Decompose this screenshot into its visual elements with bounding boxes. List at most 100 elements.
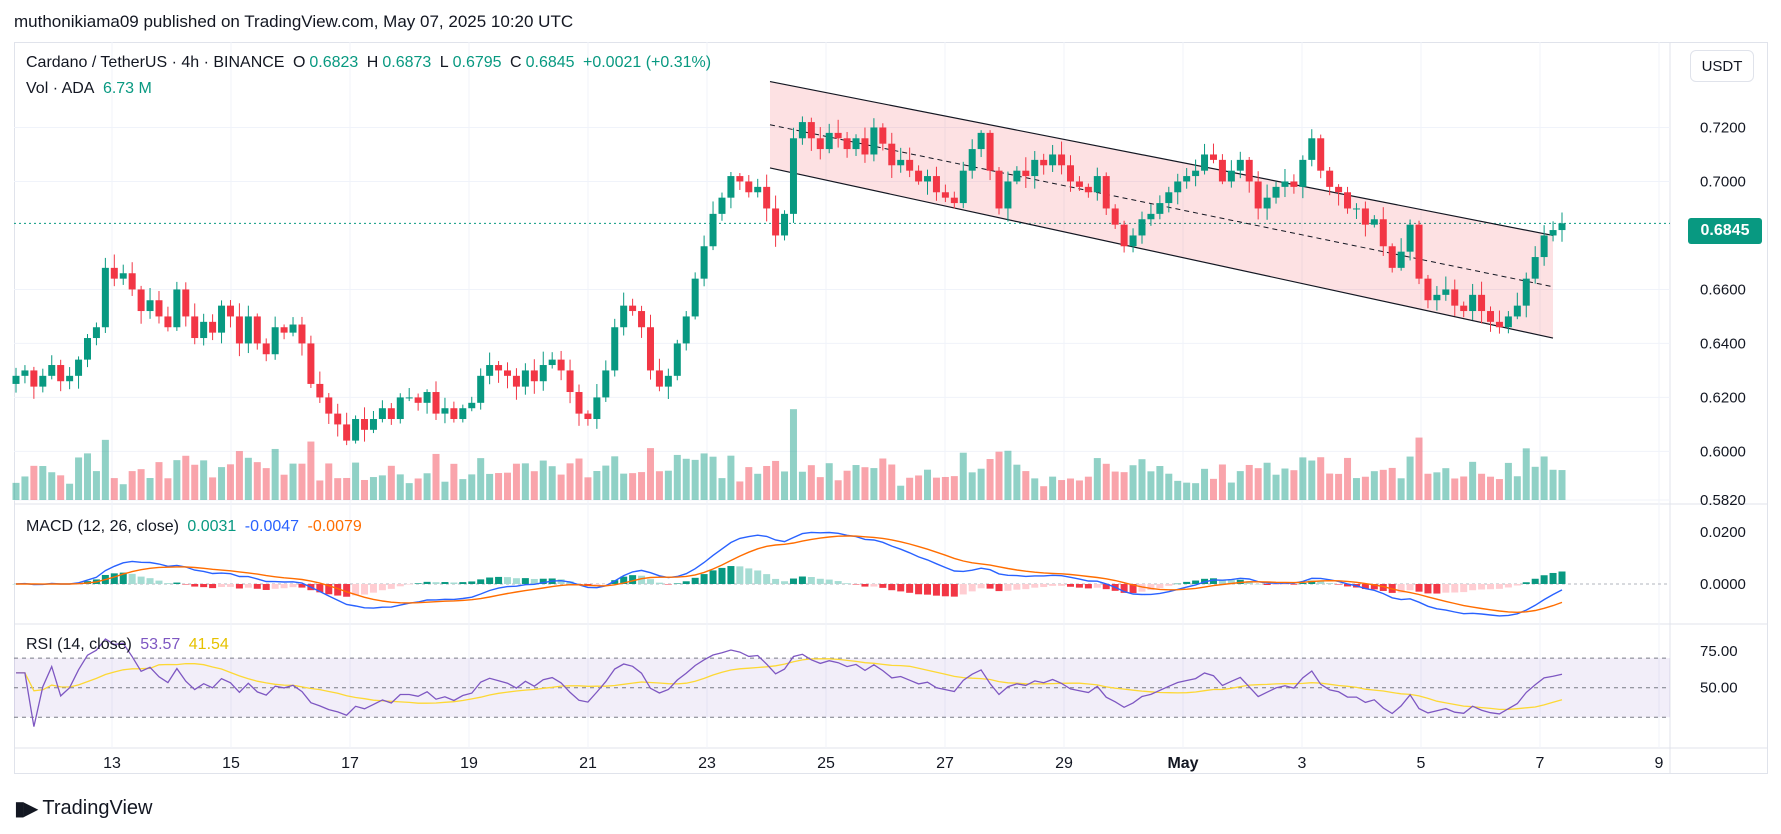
macd-histogram-bar <box>602 584 610 585</box>
macd-histogram-bar <box>1442 584 1450 593</box>
channel-upper-line <box>769 81 1554 237</box>
macd-pane <box>12 531 1670 617</box>
volume-bar <box>638 472 646 500</box>
macd-histogram-bar <box>110 573 118 584</box>
candle-body <box>1218 159 1226 182</box>
candle-body <box>173 289 181 328</box>
volume-bars <box>12 409 1566 500</box>
volume-bar <box>1272 474 1280 500</box>
volume-bar <box>1317 457 1325 500</box>
volume-bar <box>745 467 753 500</box>
macd-histogram-bar <box>271 584 279 589</box>
candle-body <box>1147 213 1155 220</box>
macd-histogram-bar <box>405 584 413 585</box>
volume-bar <box>1040 486 1048 500</box>
macd-histogram-bar <box>1075 584 1083 588</box>
macd-histogram-bar <box>1129 584 1137 594</box>
macd-histogram-bar <box>736 566 744 584</box>
price-tick-label: 0.6000 <box>1700 443 1746 460</box>
volume-bar <box>57 475 65 500</box>
macd-histogram-bar <box>146 578 154 584</box>
candle-body <box>1111 208 1119 225</box>
volume-bar <box>1192 483 1200 500</box>
volume-bar <box>66 483 74 500</box>
candle-body <box>629 305 637 312</box>
macd-label: MACD (12, 26, close) <box>26 518 179 535</box>
macd-histogram-bar <box>1370 584 1378 590</box>
currency-unit-button[interactable]: USDT <box>1690 50 1754 82</box>
candle-body <box>253 316 261 344</box>
candle-body <box>1066 165 1074 182</box>
volume-bar <box>1370 471 1378 500</box>
price-tick-label: 0.6400 <box>1700 335 1746 352</box>
volume-bar <box>897 485 905 500</box>
candle-body <box>1487 311 1495 322</box>
candle-body <box>1209 154 1217 160</box>
macd-histogram-bar <box>1093 584 1101 588</box>
time-tick-label: May <box>1167 755 1198 772</box>
volume-bar <box>620 473 628 500</box>
macd-histogram-bar <box>387 584 395 589</box>
macd-histogram-bar <box>1102 584 1110 590</box>
candle-body <box>897 159 905 166</box>
candle-body <box>1192 170 1200 177</box>
macd-histogram-bar <box>1272 584 1280 585</box>
candle-body <box>1236 159 1244 171</box>
volume-bar <box>1513 476 1521 500</box>
volume-bar <box>1013 464 1021 500</box>
volume-label: Vol · ADA <box>26 80 95 97</box>
candle-body <box>378 408 386 420</box>
volume-bar <box>1558 470 1566 500</box>
volume-bar <box>137 469 145 500</box>
volume-bar <box>566 463 574 500</box>
macd-histogram-bar <box>816 578 824 584</box>
volume-bar <box>1344 457 1352 500</box>
volume-bar <box>1290 470 1298 500</box>
volume-bar <box>39 466 47 500</box>
tradingview-logo[interactable]: ▮▶ TradingView <box>14 796 152 821</box>
low-key: L <box>439 54 449 71</box>
volume-bar <box>879 458 887 500</box>
macd-hist-value: 0.0031 <box>187 518 237 535</box>
volume-bar <box>235 451 243 500</box>
candle-body <box>986 132 994 171</box>
candle-body <box>387 408 395 420</box>
volume-bar <box>450 463 458 500</box>
high-key: H <box>366 54 379 71</box>
volume-bar <box>1415 437 1423 500</box>
macd-histogram-bar <box>1218 579 1226 584</box>
time-tick-label: 15 <box>222 755 240 772</box>
low-value: 0.6795 <box>452 54 502 71</box>
volume-bar <box>477 458 485 500</box>
macd-histogram-bar <box>691 577 699 584</box>
macd-histogram-bar <box>1066 584 1074 587</box>
macd-histogram-bar <box>932 584 940 596</box>
volume-bar <box>1540 456 1548 500</box>
candle-body <box>1361 208 1369 225</box>
volume-bar <box>798 471 806 500</box>
volume-bar <box>1487 476 1495 500</box>
volume-bar <box>852 465 860 500</box>
volume-bar <box>396 474 404 500</box>
candle-body <box>119 273 127 279</box>
macd-histogram-bar <box>1147 584 1155 591</box>
candle-body <box>405 397 413 399</box>
channel-lower-line <box>769 167 1554 339</box>
candle-body <box>1415 224 1423 279</box>
volume-bar <box>888 464 896 500</box>
volume-bar <box>1236 471 1244 500</box>
macd-histogram-bar <box>530 578 538 584</box>
volume-bar <box>655 471 663 500</box>
candle-body <box>325 397 333 414</box>
volume-bar <box>378 475 386 500</box>
candle-body <box>1075 181 1083 187</box>
macd-histogram-bar <box>664 584 672 585</box>
close-key: C <box>510 54 522 71</box>
time-tick-label: 21 <box>579 755 597 772</box>
time-tick-label: 17 <box>341 755 359 772</box>
candle-body <box>12 375 20 384</box>
volume-bar <box>548 466 556 500</box>
volume-bar <box>870 468 878 500</box>
candle-body <box>1540 235 1548 258</box>
